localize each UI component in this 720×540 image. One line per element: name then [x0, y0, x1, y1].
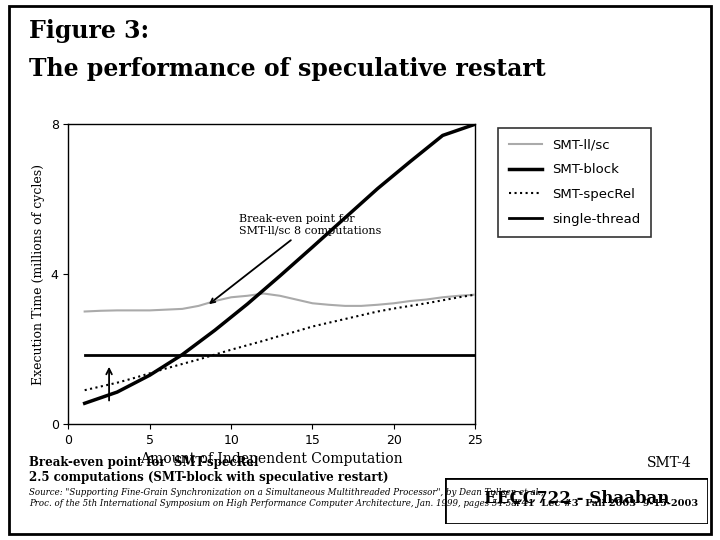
Legend: SMT-ll/sc, SMT-block, SMT-specRel, single-thread: SMT-ll/sc, SMT-block, SMT-specRel, singl… [498, 128, 651, 237]
Text: The performance of speculative restart: The performance of speculative restart [29, 57, 546, 80]
Text: Break-even point for
SMT-ll/sc 8 computations: Break-even point for SMT-ll/sc 8 computa… [210, 214, 382, 303]
Y-axis label: Execution Time (millions of cycles): Execution Time (millions of cycles) [32, 164, 45, 384]
X-axis label: Amount of Independent Computation: Amount of Independent Computation [140, 452, 403, 466]
Text: Figure 3:: Figure 3: [29, 19, 149, 43]
Text: SMT-4: SMT-4 [647, 456, 691, 470]
Text: Break-even point for  SMT-specRel
2.5 computations (SMT-block with speculative r: Break-even point for SMT-specRel 2.5 com… [29, 456, 388, 484]
Text: EECC722 - Shaaban: EECC722 - Shaaban [484, 490, 669, 507]
Text: #41  Lec #3  Fall 2003  9-15-2003: #41 Lec #3 Fall 2003 9-15-2003 [513, 498, 698, 508]
Text: Source: "Supporting Fine-Grain Synchronization on a Simultaneous Multithreaded P: Source: "Supporting Fine-Grain Synchroni… [29, 488, 544, 508]
